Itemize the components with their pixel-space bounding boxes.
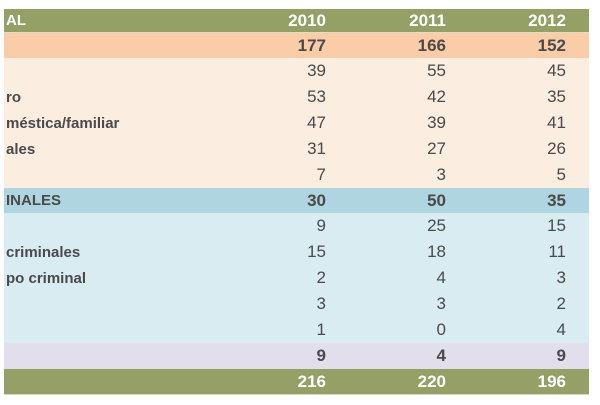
header-year-2011: 2011 — [409, 10, 446, 30]
value-2010: 9 — [316, 346, 326, 365]
table-body: 177 166 152 39 55 45 ro 53 42 35 méstica… — [4, 33, 589, 395]
value-2010: 39 — [307, 61, 326, 80]
value-2011: 25 — [427, 216, 446, 235]
value-2011: 55 — [427, 61, 446, 80]
table-header-row: AL 2010 2011 2012 — [4, 9, 589, 33]
header-year-2010: 2010 — [288, 10, 326, 30]
value-2010: 31 — [307, 139, 326, 158]
value-2011: 0 — [436, 320, 446, 339]
table-row: ro 53 42 35 — [4, 84, 589, 110]
table-row: ales 31 27 26 — [4, 136, 589, 162]
value-2011: 166 — [417, 35, 446, 55]
statistics-table: AL 2010 2011 2012 177 166 152 39 55 45 r… — [4, 9, 589, 395]
value-2011: 18 — [427, 242, 446, 261]
row-label: po criminal — [6, 269, 87, 287]
value-2012: 15 — [547, 216, 566, 235]
table-row: 1 0 4 — [4, 317, 589, 343]
value-2010: 9 — [316, 216, 326, 235]
value-2012: 26 — [547, 139, 566, 158]
value-2012: 196 — [537, 371, 566, 391]
table-row: 177 166 152 — [4, 33, 589, 58]
value-2010: 2 — [316, 268, 326, 287]
value-2012: 35 — [547, 190, 566, 210]
header-year-2012: 2012 — [528, 10, 566, 30]
value-2012: 152 — [537, 35, 566, 55]
value-2010: 216 — [297, 371, 326, 391]
row-label: ro — [6, 88, 21, 106]
value-2010: 15 — [307, 242, 326, 261]
value-2010: 53 — [307, 87, 326, 106]
value-2010: 3 — [316, 294, 326, 313]
value-2012: 5 — [556, 165, 566, 184]
value-2010: 177 — [297, 35, 326, 55]
value-2011: 27 — [427, 139, 446, 158]
table-row: 3 3 2 — [4, 291, 589, 317]
table-row: 9 25 15 — [4, 213, 589, 239]
row-label: INALES — [6, 192, 62, 209]
table-row: INALES 30 50 35 — [4, 188, 589, 213]
value-2012: 35 — [547, 87, 566, 106]
value-2011: 3 — [436, 294, 446, 313]
value-2010: 7 — [316, 165, 326, 184]
table-row: 39 55 45 — [4, 58, 589, 84]
value-2011: 4 — [436, 268, 446, 287]
table-row: méstica/familiar 47 39 41 — [4, 110, 589, 136]
table-row: po criminal 2 4 3 — [4, 265, 589, 291]
value-2012: 4 — [556, 320, 566, 339]
value-2011: 4 — [436, 346, 446, 365]
value-2012: 9 — [556, 346, 566, 365]
row-label: méstica/familiar — [6, 114, 120, 132]
value-2010: 1 — [316, 320, 326, 339]
value-2012: 2 — [556, 294, 566, 313]
row-label: criminales — [6, 243, 81, 261]
value-2012: 45 — [547, 61, 566, 80]
value-2012: 11 — [548, 242, 566, 261]
table-row: 7 3 5 — [4, 162, 589, 188]
value-2011: 39 — [427, 113, 446, 132]
table-row: criminales 15 18 11 — [4, 239, 589, 265]
value-2011: 220 — [417, 371, 446, 391]
value-2010: 30 — [307, 190, 326, 210]
row-label: ales — [6, 140, 36, 158]
value-2012: 3 — [556, 268, 566, 287]
header-label-fragment: AL — [6, 12, 26, 29]
value-2011: 42 — [427, 87, 446, 106]
table-row: 9 4 9 — [4, 343, 589, 369]
value-2011: 50 — [427, 190, 446, 210]
value-2012: 41 — [547, 113, 566, 132]
value-2010: 47 — [307, 113, 326, 132]
value-2011: 3 — [436, 165, 446, 184]
table-row: 216 220 196 — [4, 369, 589, 395]
